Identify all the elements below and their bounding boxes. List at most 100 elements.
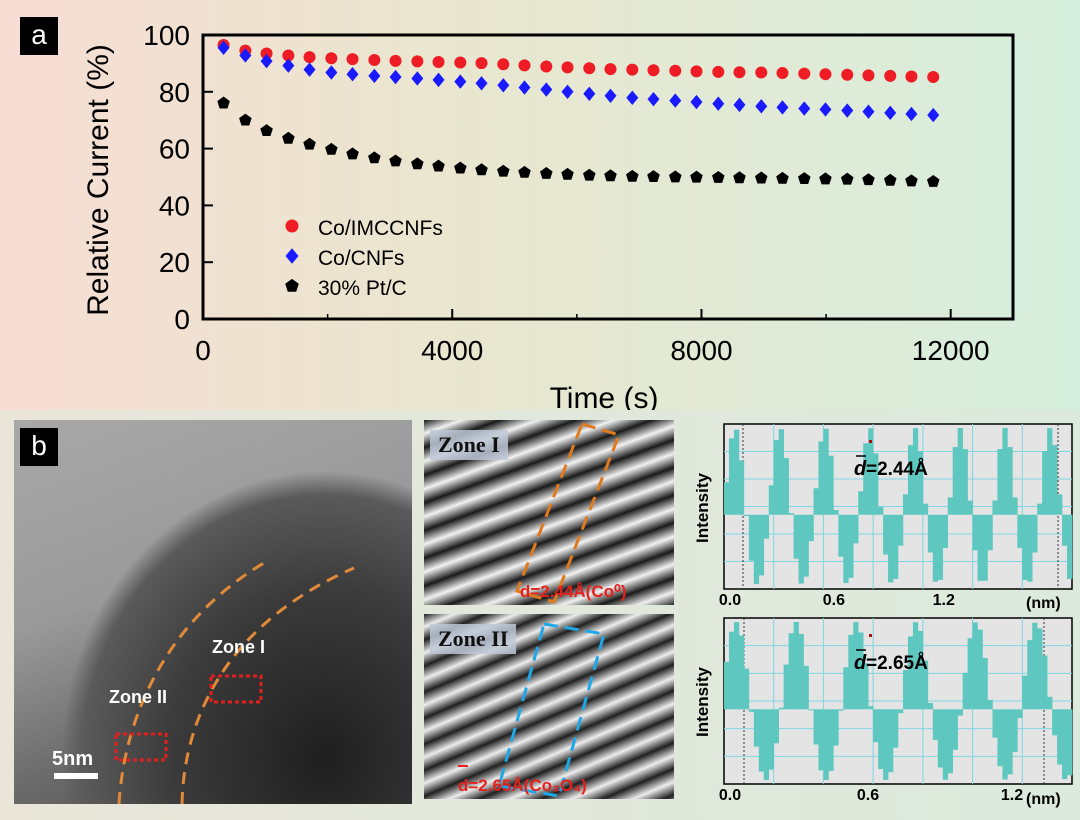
intensity-bar (1017, 709, 1023, 719)
intensity-bar (1032, 622, 1038, 710)
intensity-bar (768, 709, 775, 770)
fringe-zone-ii-title: Zone II (430, 624, 517, 654)
intensity-bar (1052, 709, 1058, 736)
co-imccnfs-point (583, 62, 596, 75)
intensity-bar (1047, 428, 1053, 515)
intensity-bar (997, 449, 1003, 515)
intensity-bar (798, 514, 804, 584)
profile-x-tick-label: 0.6 (823, 592, 845, 609)
30-pt-c-point (754, 171, 768, 184)
30-pt-c-point (840, 172, 854, 185)
profile-x-tick-label: 0.0 (719, 592, 741, 609)
intensity-bar (778, 707, 784, 710)
co-cnfs-point (475, 76, 488, 91)
zone-ii-selection-box (114, 732, 168, 762)
intensity-bar (932, 709, 939, 740)
scale-bar (54, 773, 98, 779)
intensity-bar (753, 514, 760, 585)
legend-marker-30-pt-c (285, 278, 299, 292)
x-tick-label: 0 (195, 335, 211, 366)
y-tick-label: 60 (159, 134, 190, 165)
co-cnfs-point (303, 62, 316, 77)
co-cnfs-point (927, 107, 940, 123)
zone-i-spacing-label: d=2.44Å(Co⁰) (520, 582, 626, 601)
intensity-bar (1057, 494, 1063, 515)
co-cnfs-point (690, 94, 703, 110)
intensity-bar (902, 670, 909, 710)
line-profile-top: Intensity 0.0 0.6 1.2 (nm) d =2.44Å (684, 420, 1076, 612)
y-tick-label: 80 (159, 77, 190, 108)
intensity-bar (798, 633, 804, 710)
intensity-bar (733, 429, 740, 515)
co-imccnfs-point (389, 54, 402, 67)
intensity-bar (733, 622, 740, 710)
co-imccnfs-point (432, 55, 445, 68)
co-cnfs-point (733, 97, 746, 113)
co-imccnfs-point (862, 69, 875, 82)
legend-marker-co-imccnfs (285, 219, 299, 233)
intensity-bar (868, 706, 874, 710)
co-imccnfs-point (260, 47, 273, 60)
intensity-bar (773, 439, 779, 515)
co-imccnfs-point (905, 70, 918, 83)
co-cnfs-point (755, 99, 768, 114)
intensity-bar (1067, 709, 1073, 776)
30-pt-c-point (497, 164, 510, 177)
intensity-bar (724, 661, 730, 710)
co-cnfs-point (712, 96, 725, 111)
profile-bottom-d-value: =2.65Å (866, 653, 928, 674)
intensity-bar (773, 709, 779, 744)
co-imccnfs-point (454, 56, 467, 69)
intensity-bar (1017, 514, 1023, 549)
intensity-bar (863, 443, 869, 515)
tem-overlay: Zone I Zone II 5nm (52, 558, 355, 804)
co-imccnfs-point (927, 71, 940, 84)
intensity-bar (808, 709, 814, 711)
y-tick-label: 40 (159, 190, 190, 221)
line-profile-top-plot: Intensity 0.0 0.6 1.2 (nm) d =2.44Å (693, 423, 1073, 612)
co-cnfs-point (389, 69, 402, 85)
intensity-bar (1002, 428, 1008, 515)
fringe-zone-i-title: Zone I (430, 430, 508, 460)
30-pt-c-point (561, 167, 574, 180)
fringe-image-zone-i: Zone I d=2.44Å(Co⁰) (424, 420, 674, 605)
intensity-bar (738, 460, 745, 515)
intensity-bar (977, 629, 983, 710)
30-pt-c-point (604, 169, 617, 182)
intensity-bar (888, 514, 894, 583)
30-pt-c-point (239, 113, 252, 126)
intensity-bar (907, 636, 914, 710)
co-cnfs-point (518, 80, 531, 95)
co-imccnfs-point (712, 65, 725, 78)
intensity-bar (1032, 514, 1038, 553)
intensity-bar (1007, 709, 1013, 775)
intensity-bar (922, 503, 929, 515)
intensity-bar (1012, 497, 1018, 515)
intensity-bar (778, 429, 784, 515)
intensity-bar (803, 665, 809, 710)
co-imccnfs-point (282, 49, 295, 62)
intensity-bar (1057, 709, 1063, 765)
zone-boundary-outer (117, 558, 270, 804)
30-pt-c-point (583, 168, 596, 181)
co-cnfs-point (905, 106, 918, 122)
intensity-bar (878, 506, 884, 515)
intensity-bar (763, 709, 770, 780)
intensity-bar (972, 622, 978, 710)
intensity-bar (927, 703, 934, 710)
intensity-bar (823, 709, 829, 780)
30-pt-c-point (540, 166, 553, 179)
intensity-bar (997, 709, 1003, 767)
legend: Co/IMCCNFs Co/CNFs 30% Pt/C (285, 217, 443, 300)
30-pt-c-point (389, 154, 402, 167)
intensity-bar (748, 709, 755, 712)
stability-chart: 0 4000 8000 12000 0 20 40 60 80 100 Time (s) Rel… (82, 20, 1015, 410)
intensity-bar (848, 514, 854, 578)
zone-ii-measure-box (497, 622, 606, 798)
intensity-bar (888, 709, 894, 773)
zone-ii-spacing-label: d=2.65Å(Co₃O₄) (458, 776, 587, 795)
intensity-bar (793, 514, 799, 559)
30-pt-c-point (282, 131, 295, 144)
fringe-zone-i-overlay: d=2.44Å(Co⁰) (515, 422, 626, 604)
intensity-bar (937, 709, 944, 768)
